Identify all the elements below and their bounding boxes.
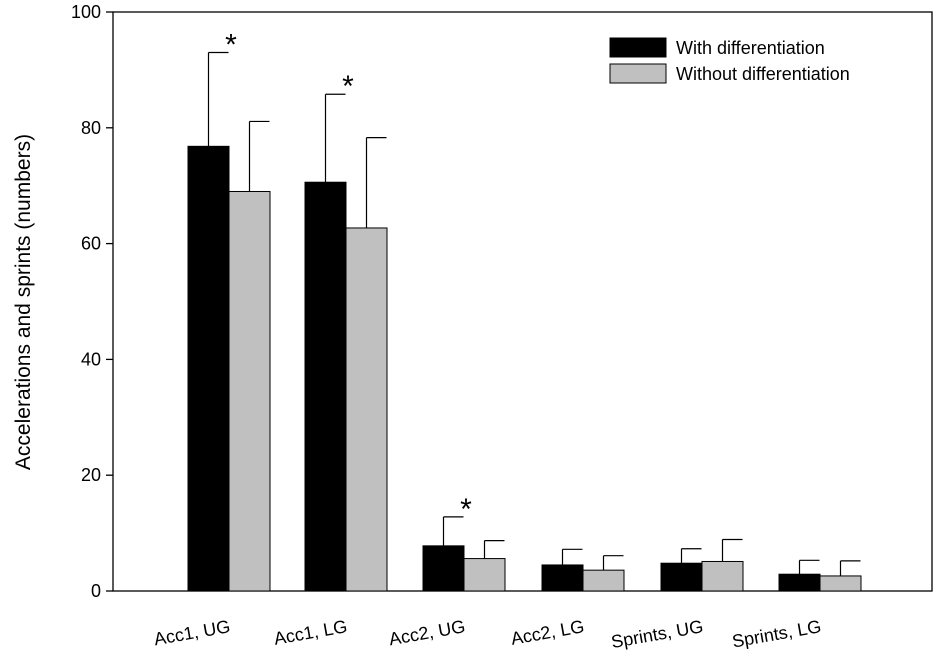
bar-without-differentiation-acc2-lg (582, 569, 625, 592)
y-tick-label-60: 60 (81, 234, 101, 254)
bar-with-differentiation-acc1-ug (187, 145, 230, 592)
error-bar-with-differentiation-sprints-lg (798, 559, 820, 575)
error-bar-with-differentiation-acc1-ug (207, 51, 229, 147)
bar-with-differentiation-sprints-ug (660, 562, 703, 592)
bar-without-differentiation-acc2-ug (463, 558, 506, 592)
error-bar-with-differentiation-acc2-lg (561, 548, 583, 565)
legend-label-without-differentiation: Without differentiation (676, 64, 850, 84)
category-label-acc1-lg: Acc1, LG (272, 616, 348, 649)
category-label-acc2-lg: Acc2, LG (509, 616, 585, 649)
annotations: * * * (225, 29, 472, 526)
error-bar-without-differentiation-sprints-lg (839, 560, 861, 576)
significance-star-acc1-ug: * (225, 29, 237, 62)
error-bar-without-differentiation-acc2-lg (602, 555, 624, 571)
y-tick-label-100: 100 (71, 2, 101, 22)
y-tick-label-0: 0 (91, 581, 101, 601)
error-bar-with-differentiation-acc1-lg (324, 93, 346, 183)
legend: With differentiation Without differentia… (609, 37, 850, 84)
error-bar-with-differentiation-acc2-ug (442, 516, 464, 546)
category-label-acc1-ug: Acc1, UG (152, 616, 231, 649)
bars (187, 145, 862, 592)
legend-label-with-differentiation: With differentiation (676, 38, 825, 58)
error-bar-without-differentiation-acc1-ug (248, 120, 270, 192)
category-label-acc2-ug: Acc2, UG (387, 616, 466, 649)
error-bar-with-differentiation-sprints-ug (680, 548, 702, 564)
error-bar-without-differentiation-acc1-lg (365, 137, 387, 228)
significance-star-acc1-lg: * (342, 70, 354, 103)
bar-without-differentiation-acc1-ug (228, 190, 271, 592)
y-tick-label-40: 40 (81, 349, 101, 369)
category-label-sprints-ug: Sprints, UG (610, 616, 705, 652)
bar-without-differentiation-acc1-lg (345, 227, 388, 592)
legend-swatch-with-differentiation (609, 37, 667, 58)
y-tick-label-20: 20 (81, 465, 101, 485)
error-bar-without-differentiation-acc2-ug (483, 540, 505, 559)
category-label-sprints-lg: Sprints, LG (731, 616, 823, 651)
bar-with-differentiation-acc1-lg (304, 181, 347, 592)
error-bar-without-differentiation-sprints-ug (721, 538, 743, 562)
x-axis: Acc1, UG Acc1, LG Acc2, UG Acc2, LG Sprints,… (152, 616, 822, 652)
plot-frame (112, 11, 933, 592)
legend-swatch-without-differentiation (609, 63, 667, 84)
bar-without-differentiation-sprints-lg (819, 575, 862, 592)
bar-with-differentiation-sprints-lg (778, 573, 821, 592)
y-axis: 0 20 40 60 80 100 (71, 2, 113, 601)
bar-without-differentiation-sprints-ug (701, 560, 744, 592)
y-tick-label-80: 80 (81, 118, 101, 138)
y-axis-title: Accelerations and sprints (numbers) (12, 134, 35, 470)
bar-with-differentiation-acc2-ug (422, 545, 465, 592)
significance-star-acc2-ug: * (460, 493, 472, 526)
bar-with-differentiation-acc2-lg (541, 564, 584, 592)
error-bars (207, 51, 861, 576)
